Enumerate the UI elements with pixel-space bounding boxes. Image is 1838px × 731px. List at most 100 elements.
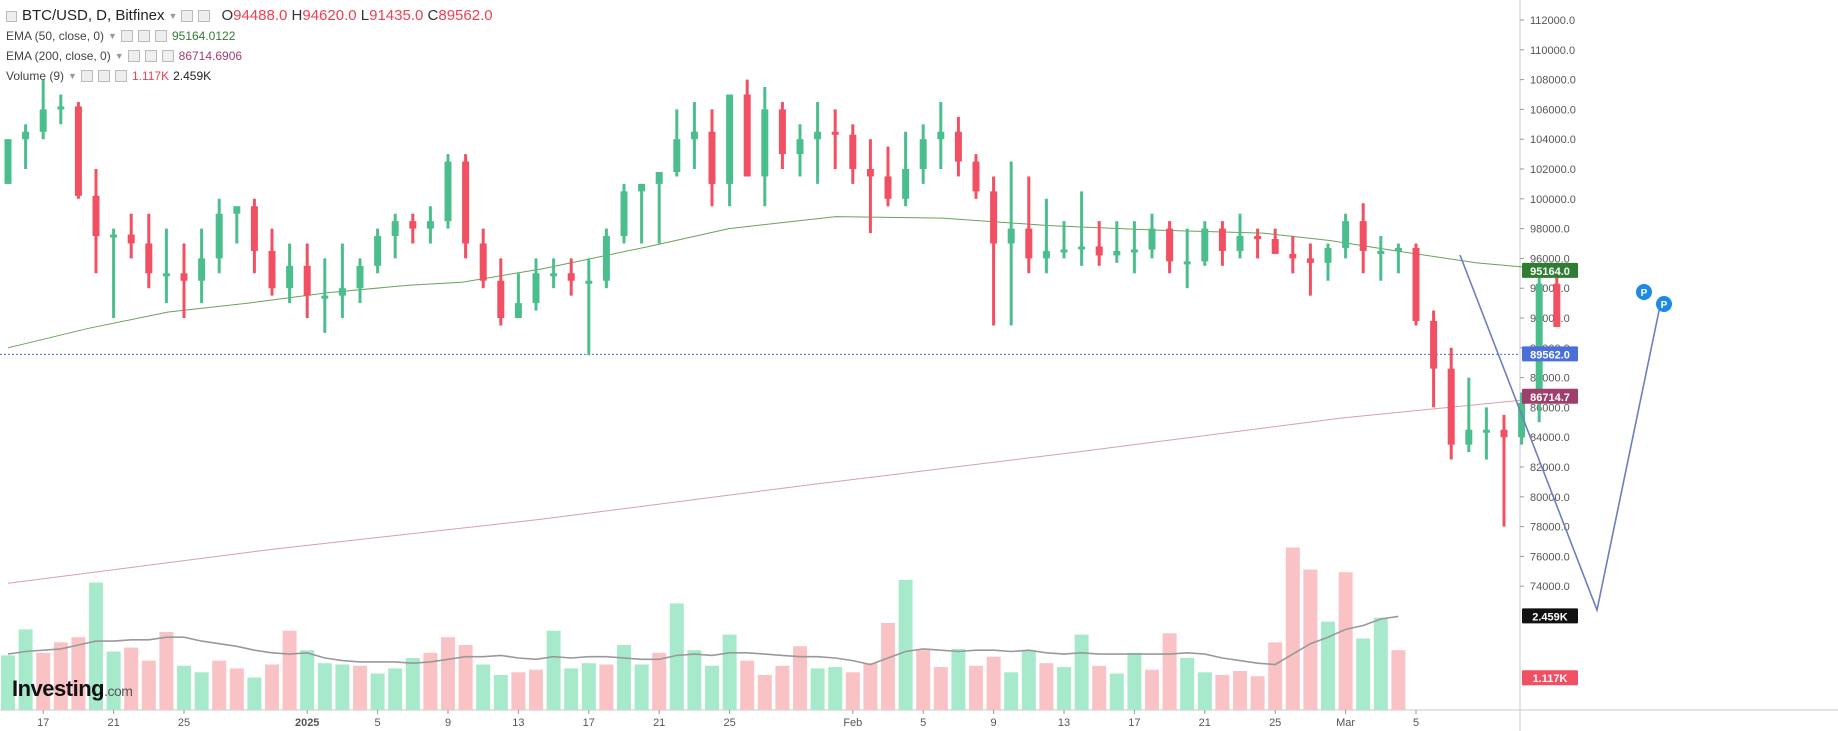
candle-body[interactable] xyxy=(1236,236,1244,251)
pivot-marker[interactable] xyxy=(1656,296,1672,312)
candle-body[interactable] xyxy=(479,243,487,281)
candle-body[interactable] xyxy=(127,234,135,244)
candle-body[interactable] xyxy=(1289,253,1297,259)
candle-body[interactable] xyxy=(602,236,610,281)
settings-icon[interactable] xyxy=(198,10,211,22)
candle-body[interactable] xyxy=(1535,283,1543,403)
candle-body[interactable] xyxy=(1342,221,1350,248)
zigzag-drawing[interactable] xyxy=(1459,254,1661,613)
candle-body[interactable] xyxy=(268,250,276,289)
candle-body[interactable] xyxy=(338,288,346,296)
candle-body[interactable] xyxy=(356,265,364,289)
plot-area[interactable] xyxy=(0,0,1520,710)
candle-body[interactable] xyxy=(1271,239,1279,254)
candle-body[interactable] xyxy=(233,206,241,214)
candle-body[interactable] xyxy=(215,213,223,259)
series-handle-icon[interactable] xyxy=(6,10,17,22)
candle-body[interactable] xyxy=(57,106,65,110)
candle-body[interactable] xyxy=(1412,247,1420,321)
candle-body[interactable] xyxy=(1430,320,1438,369)
candle-body[interactable] xyxy=(321,295,329,299)
candle-body[interactable] xyxy=(286,265,294,289)
candle-body[interactable] xyxy=(1201,228,1209,262)
candle-body[interactable] xyxy=(866,169,874,177)
candle-body[interactable] xyxy=(726,94,734,184)
candle-body[interactable] xyxy=(1482,429,1490,433)
candle-body[interactable] xyxy=(585,280,593,284)
candle-body[interactable] xyxy=(444,161,452,222)
candle-body[interactable] xyxy=(250,206,258,251)
candle-body[interactable] xyxy=(1095,246,1103,256)
volume-settings-icon[interactable] xyxy=(97,70,110,82)
candle-body[interactable] xyxy=(1447,368,1455,445)
candle-body[interactable] xyxy=(39,109,47,132)
candle-body[interactable] xyxy=(409,221,417,229)
symbol-dropdown-icon[interactable]: ▼ xyxy=(168,11,178,21)
candle-body[interactable] xyxy=(1465,429,1473,445)
ema200-settings-icon[interactable] xyxy=(144,50,157,62)
candle-body[interactable] xyxy=(532,273,540,304)
ema50-settings-icon[interactable] xyxy=(137,30,150,42)
candle-body[interactable] xyxy=(884,176,892,199)
pivot-marker[interactable] xyxy=(1636,284,1652,300)
ema50-dropdown-icon[interactable]: ▼ xyxy=(108,31,117,41)
candle-body[interactable] xyxy=(162,273,170,277)
candle-body[interactable] xyxy=(638,183,646,192)
candle-body[interactable] xyxy=(514,303,522,318)
candle-body[interactable] xyxy=(550,273,558,277)
candle-body[interactable] xyxy=(690,131,698,140)
candle-body[interactable] xyxy=(1377,250,1385,254)
candle-body[interactable] xyxy=(1183,261,1191,265)
candle-body[interactable] xyxy=(1359,221,1367,251)
candle-body[interactable] xyxy=(849,134,857,169)
candle-body[interactable] xyxy=(1130,249,1138,253)
candle-body[interactable] xyxy=(1042,250,1050,259)
candle-body[interactable] xyxy=(74,106,82,196)
candle-body[interactable] xyxy=(620,191,628,237)
candle-body[interactable] xyxy=(198,258,206,281)
ema200-label[interactable]: EMA (200, close, 0) xyxy=(6,49,111,63)
candle-body[interactable] xyxy=(1078,246,1086,250)
candle-body[interactable] xyxy=(937,131,945,140)
candle-body[interactable] xyxy=(990,191,998,244)
candle-body[interactable] xyxy=(814,131,822,140)
candle-body[interactable] xyxy=(1500,429,1508,438)
candle-body[interactable] xyxy=(110,234,118,238)
candle-body[interactable] xyxy=(1148,228,1156,250)
candle-body[interactable] xyxy=(145,243,153,274)
candle-body[interactable] xyxy=(497,280,505,318)
candle-body[interactable] xyxy=(22,131,30,140)
ema50-close-icon[interactable] xyxy=(154,30,167,42)
candle-body[interactable] xyxy=(673,139,681,172)
candle-body[interactable] xyxy=(1518,402,1526,438)
candle-body[interactable] xyxy=(1306,258,1314,263)
candle-body[interactable] xyxy=(761,109,769,177)
volume-dropdown-icon[interactable]: ▼ xyxy=(68,71,77,81)
candle-body[interactable] xyxy=(954,131,962,162)
eye-icon[interactable] xyxy=(181,10,194,22)
candle-body[interactable] xyxy=(303,265,311,296)
candle-body[interactable] xyxy=(374,236,382,266)
candle-body[interactable] xyxy=(462,161,470,244)
candle-body[interactable] xyxy=(972,161,980,192)
candle-body[interactable] xyxy=(1113,250,1121,256)
candle-body[interactable] xyxy=(567,273,575,281)
volume-eye-icon[interactable] xyxy=(80,70,93,82)
candle-body[interactable] xyxy=(391,221,399,237)
candle-body[interactable] xyxy=(1166,228,1174,262)
candle-body[interactable] xyxy=(919,139,927,169)
candle-body[interactable] xyxy=(1025,228,1033,259)
candle-body[interactable] xyxy=(1324,247,1332,263)
candle-body[interactable] xyxy=(902,169,910,199)
candle-body[interactable] xyxy=(426,221,434,229)
candle-body[interactable] xyxy=(778,109,786,155)
candle-body[interactable] xyxy=(4,139,12,184)
candle-body[interactable] xyxy=(743,94,751,177)
candle-body[interactable] xyxy=(180,273,188,281)
candle-body[interactable] xyxy=(708,131,716,184)
ema50-label[interactable]: EMA (50, close, 0) xyxy=(6,29,105,43)
ema200-dropdown-icon[interactable]: ▼ xyxy=(114,51,124,61)
volume-close-icon[interactable] xyxy=(114,70,127,82)
candle-body[interactable] xyxy=(1218,228,1226,251)
